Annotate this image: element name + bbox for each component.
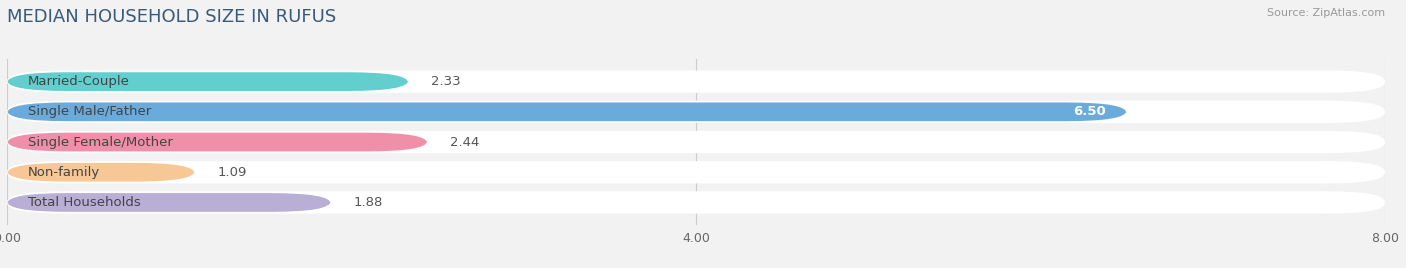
Text: 2.33: 2.33 bbox=[430, 75, 460, 88]
FancyBboxPatch shape bbox=[7, 131, 1385, 153]
FancyBboxPatch shape bbox=[7, 191, 1385, 214]
Text: Source: ZipAtlas.com: Source: ZipAtlas.com bbox=[1267, 8, 1385, 18]
Text: 6.50: 6.50 bbox=[1073, 105, 1107, 118]
FancyBboxPatch shape bbox=[7, 102, 1126, 121]
FancyBboxPatch shape bbox=[7, 101, 1385, 123]
FancyBboxPatch shape bbox=[7, 72, 408, 91]
FancyBboxPatch shape bbox=[7, 193, 330, 212]
FancyBboxPatch shape bbox=[7, 133, 427, 151]
Text: Non-family: Non-family bbox=[28, 166, 100, 179]
Text: Single Male/Father: Single Male/Father bbox=[28, 105, 150, 118]
FancyBboxPatch shape bbox=[7, 163, 195, 182]
Text: Married-Couple: Married-Couple bbox=[28, 75, 129, 88]
Text: 2.44: 2.44 bbox=[450, 136, 479, 148]
Text: Total Households: Total Households bbox=[28, 196, 141, 209]
Text: MEDIAN HOUSEHOLD SIZE IN RUFUS: MEDIAN HOUSEHOLD SIZE IN RUFUS bbox=[7, 8, 336, 26]
FancyBboxPatch shape bbox=[7, 70, 1385, 93]
Text: 1.09: 1.09 bbox=[217, 166, 246, 179]
FancyBboxPatch shape bbox=[7, 161, 1385, 183]
Text: 1.88: 1.88 bbox=[353, 196, 382, 209]
Text: Single Female/Mother: Single Female/Mother bbox=[28, 136, 173, 148]
